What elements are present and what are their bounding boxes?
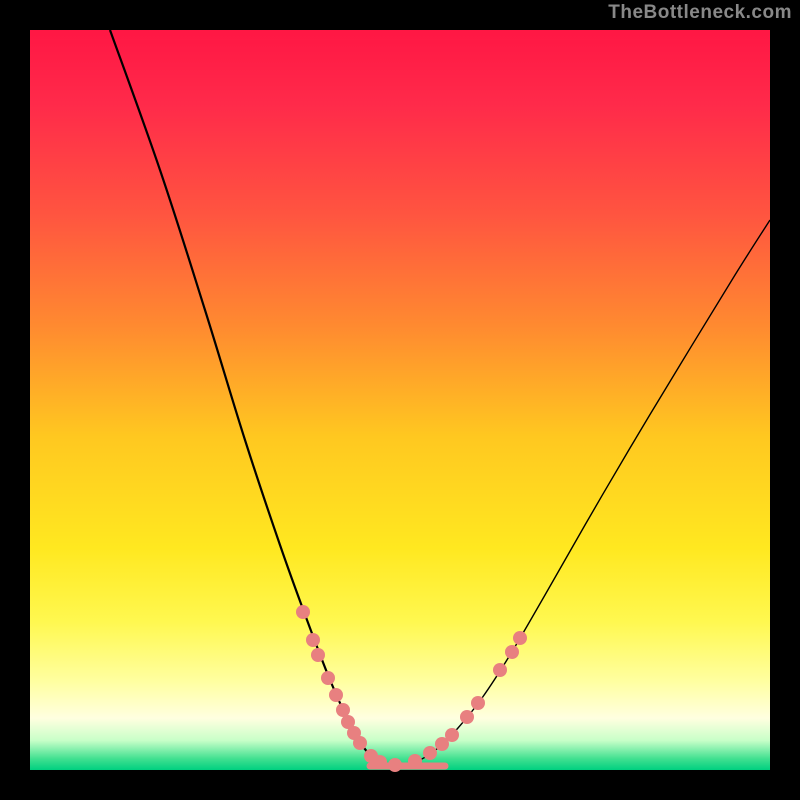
watermark-text: TheBottleneck.com bbox=[608, 2, 792, 24]
marker-dot bbox=[471, 696, 485, 710]
bottleneck-chart bbox=[0, 0, 800, 800]
marker-dot bbox=[336, 703, 350, 717]
marker-dot bbox=[505, 645, 519, 659]
marker-dot bbox=[388, 758, 402, 772]
marker-dot bbox=[493, 663, 507, 677]
marker-dot bbox=[321, 671, 335, 685]
marker-dot bbox=[296, 605, 310, 619]
marker-dot bbox=[445, 728, 459, 742]
marker-dot bbox=[513, 631, 527, 645]
marker-dot bbox=[353, 736, 367, 750]
marker-dot bbox=[373, 755, 387, 769]
marker-dot bbox=[408, 754, 422, 768]
marker-dot bbox=[306, 633, 320, 647]
marker-dot bbox=[460, 710, 474, 724]
marker-dot bbox=[423, 746, 437, 760]
marker-dot bbox=[311, 648, 325, 662]
marker-dot bbox=[329, 688, 343, 702]
